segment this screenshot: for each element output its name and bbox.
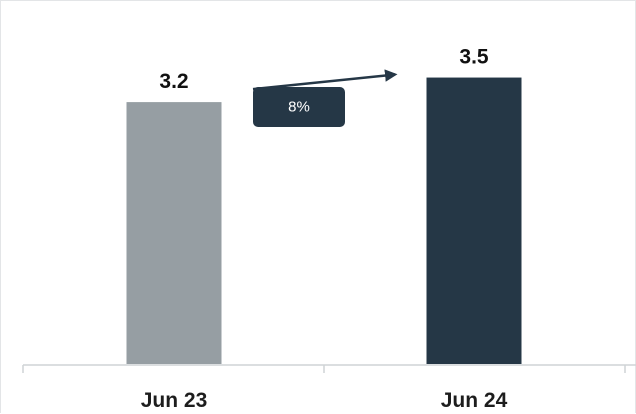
growth-badge (253, 87, 345, 127)
x-tick-label-jun-23: Jun 23 (141, 389, 208, 412)
x-axis: Jun 23 Jun 24 (22, 364, 636, 412)
bar-jun-23 (126, 102, 222, 365)
x-tick-label-jun-24: Jun 24 (441, 389, 508, 412)
data-label-jun-24: 3.5 (459, 46, 489, 69)
data-label-jun-23: 3.2 (159, 70, 188, 93)
growth-badge-label: 8% (288, 99, 310, 116)
growth-arrow (252, 69, 398, 91)
growth-annotation: 8% (252, 69, 398, 127)
bar-jun-24 (426, 77, 522, 364)
